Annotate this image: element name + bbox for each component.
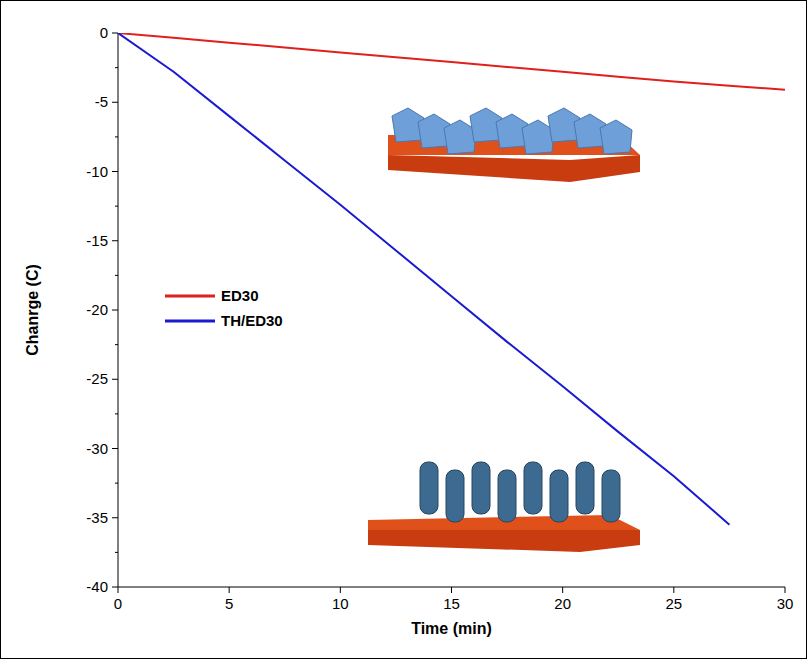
y-tick-label: -25: [86, 370, 108, 387]
y-tick-label: -30: [86, 440, 108, 457]
y-tick: [112, 517, 118, 518]
inset-rods: [368, 462, 640, 552]
x-tick-label: 15: [443, 595, 460, 612]
legend-swatch: [165, 295, 215, 298]
y-minor-tick: [115, 67, 118, 68]
y-tick: [112, 310, 118, 311]
y-tick-label: -5: [95, 93, 108, 110]
inset-rod: [524, 462, 542, 514]
inset-rod: [576, 462, 594, 514]
x-tick: [451, 587, 452, 593]
y-tick-label: -10: [86, 163, 108, 180]
x-tick: [562, 587, 563, 593]
x-tick: [785, 587, 786, 593]
y-minor-tick: [115, 136, 118, 137]
x-tick-label: 20: [554, 595, 571, 612]
y-minor-tick: [115, 206, 118, 207]
inset-rod: [498, 470, 516, 522]
inset-rod: [420, 462, 438, 514]
frame: [1, 1, 807, 659]
inset-rod: [472, 462, 490, 514]
y-tick: [112, 587, 118, 588]
y-axis-title: Chanrge (C): [24, 264, 41, 356]
series-line: [118, 33, 785, 90]
y-tick-label: -40: [86, 578, 108, 595]
inset-substrate-side: [368, 530, 640, 552]
y-minor-tick: [115, 413, 118, 414]
inset-rod: [446, 470, 464, 522]
inset-rod: [550, 470, 568, 522]
y-tick: [112, 448, 118, 449]
inset-rod: [602, 470, 620, 522]
x-tick-label: 25: [665, 595, 682, 612]
y-tick: [112, 33, 118, 34]
legend: ED30 TH/ED30: [165, 287, 283, 329]
y-tick-label: -20: [86, 301, 108, 318]
y-minor-tick: [115, 344, 118, 345]
x-tick: [118, 587, 119, 593]
series-line: [118, 33, 729, 525]
legend-swatch: [165, 320, 215, 323]
inset-cubes: [388, 108, 640, 182]
plot-area: [118, 33, 785, 525]
inset-substrate-side: [388, 155, 640, 182]
y-tick-label: -15: [86, 232, 108, 249]
chart: 0 -5 -10 -15 -20 -25 -30 -35 -40 0 5 10 15 20 25 30 Time…: [0, 0, 807, 659]
legend-label: ED30: [221, 287, 259, 304]
x-tick: [673, 587, 674, 593]
x-tick-label: 30: [777, 595, 794, 612]
y-tick-label: -35: [86, 509, 108, 526]
x-tick: [229, 587, 230, 593]
x-tick: [340, 587, 341, 593]
y-tick-label: 0: [100, 24, 108, 41]
x-tick-label: 5: [225, 595, 233, 612]
y-minor-tick: [115, 483, 118, 484]
y-minor-tick: [115, 552, 118, 553]
y-tick: [112, 102, 118, 103]
y-tick: [112, 240, 118, 241]
y-tick: [112, 379, 118, 380]
inset-cube: [600, 120, 632, 154]
x-tick-label: 10: [332, 595, 349, 612]
y-minor-tick: [115, 275, 118, 276]
legend-label: TH/ED30: [221, 312, 283, 329]
x-tick-label: 0: [114, 595, 122, 612]
x-axis-title: Time (min): [411, 620, 492, 637]
y-tick: [112, 171, 118, 172]
